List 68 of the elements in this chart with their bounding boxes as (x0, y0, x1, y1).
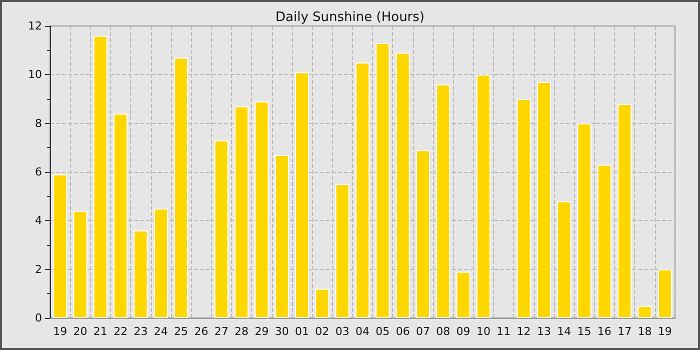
y-tick-label: 12 (28, 20, 42, 32)
y-tick-label: 6 (35, 166, 42, 178)
x-tick-label: 27 (214, 325, 228, 338)
x-tick-label: 25 (174, 325, 188, 338)
bar (315, 288, 330, 318)
bar (577, 123, 592, 318)
bar (436, 84, 450, 318)
bar (294, 72, 310, 318)
bar (234, 106, 249, 318)
bar (638, 306, 652, 318)
x-tick-label: 30 (274, 325, 289, 338)
bar (456, 272, 470, 318)
x-tick-label: 09 (456, 325, 470, 338)
bar (53, 174, 68, 318)
bar (536, 82, 552, 318)
chart-title: Daily Sunshine (Hours) (276, 10, 424, 25)
x-tick-label: 19 (658, 325, 672, 338)
bar (658, 269, 672, 318)
x-tick-label: 28 (234, 325, 249, 338)
x-tick-label: 07 (416, 325, 430, 338)
bar (396, 52, 410, 318)
bar (254, 101, 269, 318)
x-tick-label: 19 (53, 325, 68, 338)
y-tick-label: 8 (35, 116, 42, 130)
x-tick-label: 04 (356, 325, 370, 338)
bar (376, 43, 390, 318)
bar (114, 114, 128, 318)
bar (214, 140, 228, 318)
x-tick-label: 21 (93, 325, 108, 338)
x-tick-label: 01 (295, 325, 310, 338)
y-tick-label: 10 (28, 68, 42, 82)
x-tick-label: 14 (557, 325, 572, 338)
bar (416, 150, 430, 318)
bar (274, 154, 289, 318)
bar (154, 208, 168, 318)
bar (476, 74, 491, 318)
x-tick-label: 18 (638, 325, 652, 338)
x-tick-label: 22 (114, 325, 128, 338)
x-tick-label: 08 (436, 325, 450, 338)
x-tick-label: 26 (194, 325, 208, 338)
x-tick-label: 03 (335, 325, 350, 338)
bar (174, 58, 188, 318)
x-tick-label: 24 (154, 325, 168, 338)
x-tick-label: 12 (516, 325, 531, 338)
y-tick-label: 4 (35, 214, 42, 228)
x-tick-label: 10 (476, 325, 490, 338)
x-tick-label: 02 (315, 325, 330, 338)
x-tick-label: 06 (396, 325, 410, 338)
bar (93, 36, 108, 318)
y-tick-label: 0 (35, 312, 42, 324)
x-tick-label: 23 (134, 325, 148, 338)
bar (335, 184, 350, 318)
bar (516, 99, 531, 318)
x-tick-label: 11 (496, 325, 511, 338)
x-tick-label: 17 (618, 325, 632, 338)
bar (73, 210, 88, 318)
x-tick-label: 15 (577, 325, 592, 338)
bar (557, 201, 572, 318)
x-tick-label: 29 (254, 325, 269, 338)
y-tick-label: 2 (35, 262, 42, 276)
x-tick-label: 16 (597, 325, 612, 338)
x-tick-label: 20 (73, 325, 88, 338)
x-tick-label: 13 (536, 325, 551, 338)
bar (134, 230, 148, 318)
bar (597, 164, 612, 318)
bar (618, 104, 632, 318)
x-tick-label: 05 (376, 325, 390, 338)
bar (355, 62, 370, 318)
